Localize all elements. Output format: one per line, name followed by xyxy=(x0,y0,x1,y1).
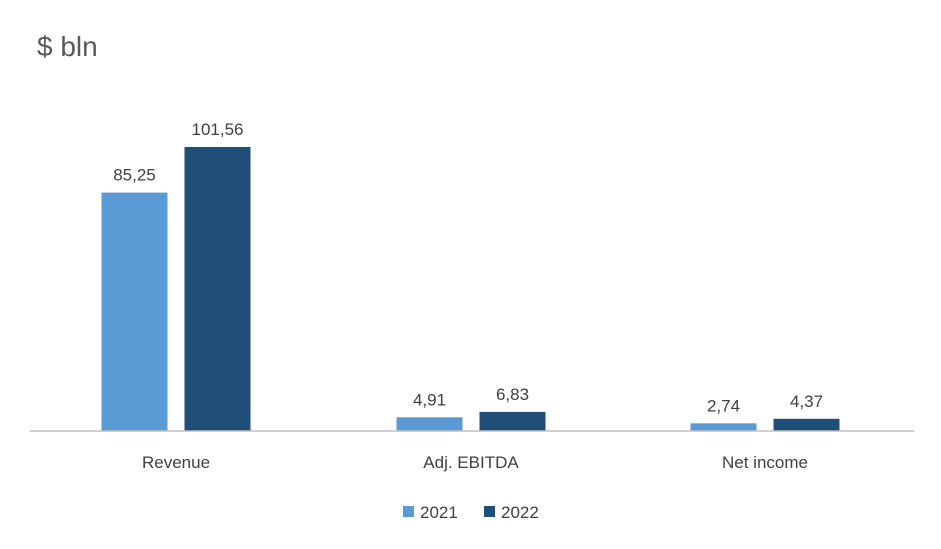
data-label-adj-ebitda-2022: 6,83 xyxy=(496,385,529,404)
data-label-adj-ebitda-2021: 4,91 xyxy=(413,390,446,409)
bar-net-income-2022 xyxy=(773,418,840,431)
legend-label-2021: 2021 xyxy=(420,503,458,522)
data-label-net-income-2021: 2,74 xyxy=(707,396,740,415)
category-label-revenue: Revenue xyxy=(142,453,210,472)
data-labels-group: 85,25 101,56 4,91 6,83 2,74 4,37 xyxy=(113,120,823,415)
legend-label-2022: 2022 xyxy=(501,503,539,522)
legend-swatch-2021 xyxy=(403,506,414,517)
category-labels-group: Revenue Adj. EBITDA Net income xyxy=(142,453,808,472)
bar-revenue-2022 xyxy=(184,147,251,431)
data-label-revenue-2021: 85,25 xyxy=(113,166,156,185)
bars-group xyxy=(101,147,840,431)
data-label-revenue-2022: 101,56 xyxy=(192,120,244,139)
bar-adj-ebitda-2022 xyxy=(479,411,546,431)
chart-title: $ bln xyxy=(37,31,98,62)
legend: 2021 2022 xyxy=(403,503,539,522)
bar-net-income-2021 xyxy=(690,423,757,431)
data-label-net-income-2022: 4,37 xyxy=(790,392,823,411)
category-label-adj-ebitda: Adj. EBITDA xyxy=(423,453,519,472)
bar-adj-ebitda-2021 xyxy=(396,417,463,431)
bar-revenue-2021 xyxy=(101,192,168,431)
category-label-net-income: Net income xyxy=(722,453,808,472)
legend-swatch-2022 xyxy=(484,506,495,517)
